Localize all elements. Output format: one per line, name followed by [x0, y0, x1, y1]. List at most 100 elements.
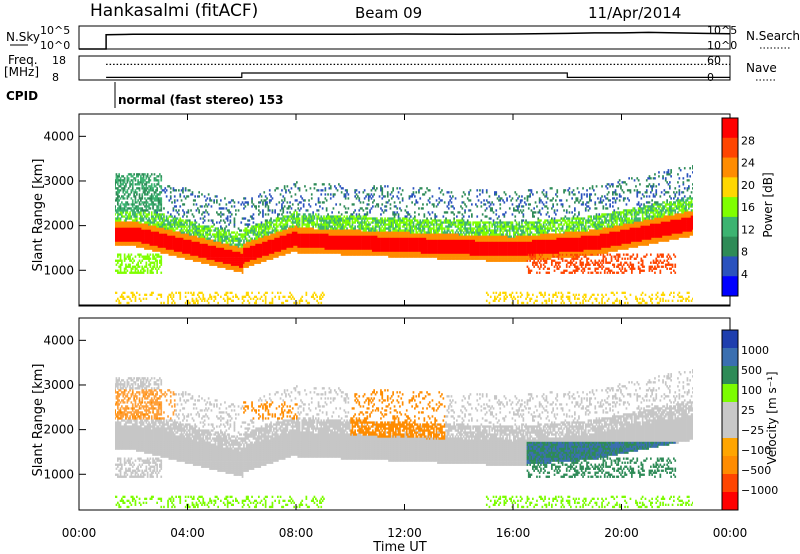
- power-cell: [164, 225, 167, 228]
- power-cell: [180, 255, 183, 258]
- power-cell: [125, 217, 127, 220]
- power-cell: [335, 187, 337, 190]
- power-cell: [145, 215, 148, 218]
- power-cell: [136, 183, 138, 186]
- power-cell: [264, 201, 267, 204]
- power-cell: [281, 203, 283, 206]
- power-cell: [235, 259, 237, 262]
- power-cell: [243, 217, 245, 220]
- power-cell: [266, 203, 268, 206]
- power-cell: [205, 243, 207, 246]
- power-cell: [144, 221, 146, 224]
- power-cell: [306, 237, 309, 240]
- power-cell: [281, 227, 283, 230]
- power-cell: [156, 263, 158, 266]
- power-cell: [320, 251, 323, 254]
- power-cell: [144, 179, 146, 182]
- power-cell: [126, 239, 129, 242]
- power-cell: [233, 239, 236, 242]
- power-cell: [188, 249, 191, 252]
- power-cell: [119, 179, 122, 182]
- power-cell: [123, 219, 126, 222]
- power-cell: [301, 239, 304, 242]
- power-cell: [149, 185, 152, 188]
- power-cell: [113, 197, 115, 199]
- power-cell: [239, 265, 241, 268]
- power-cell: [118, 225, 120, 228]
- power-cell: [294, 233, 297, 236]
- power-cell: [361, 233, 363, 236]
- power-cell: [306, 223, 309, 226]
- power-cell: [157, 215, 160, 218]
- power-cell: [317, 201, 320, 204]
- power-cell: [260, 245, 263, 248]
- power-cell: [351, 231, 354, 234]
- power-cell: [263, 251, 266, 254]
- power-cell: [290, 247, 293, 250]
- power-cell: [190, 229, 192, 232]
- power-cell: [131, 201, 134, 204]
- power-cell: [324, 189, 327, 192]
- power-cell: [161, 243, 164, 246]
- power-cell: [108, 211, 110, 213]
- power-cell: [353, 231, 355, 234]
- power-cell: [160, 177, 163, 180]
- power-cell: [249, 253, 252, 256]
- power-cell: [150, 187, 153, 190]
- power-cell: [142, 185, 145, 188]
- power-cell: [203, 243, 206, 246]
- power-cell: [365, 245, 367, 248]
- power-cell: [169, 295, 172, 298]
- power-cell: [146, 191, 149, 194]
- power-cell: [213, 253, 215, 256]
- power-cell: [255, 241, 257, 244]
- power-cell: [125, 185, 127, 188]
- power-cell: [258, 257, 260, 260]
- power-cell: [376, 247, 378, 250]
- power-cell: [348, 251, 351, 254]
- power-cell: [129, 255, 131, 258]
- power-cell: [224, 253, 226, 256]
- power-cell: [152, 271, 154, 274]
- power-cell: [183, 253, 186, 256]
- power-cell: [141, 223, 144, 226]
- power-cell: [201, 213, 203, 216]
- power-cell: [308, 227, 310, 230]
- power-cell: [287, 239, 290, 242]
- power-cell: [136, 241, 138, 244]
- power-cell: [359, 223, 362, 226]
- power-cell: [331, 225, 333, 228]
- power-cell: [142, 219, 145, 222]
- power-cell: [210, 259, 213, 262]
- power-cell: [228, 259, 230, 262]
- power-cell: [372, 235, 374, 238]
- power-cell: [321, 249, 324, 252]
- power-cell: [300, 241, 302, 244]
- power-cell: [306, 241, 309, 244]
- power-cell: [241, 249, 244, 252]
- power-cell: [244, 247, 247, 250]
- power-cell: [133, 211, 135, 214]
- power-cell: [184, 189, 187, 192]
- power-cell: [233, 219, 236, 222]
- power-cell: [243, 241, 245, 244]
- power-cell: [178, 221, 180, 224]
- power-cell: [179, 205, 182, 208]
- power-cell: [133, 219, 135, 222]
- power-cell: [125, 243, 127, 246]
- power-cell: [243, 251, 245, 254]
- power-cell: [126, 265, 129, 268]
- power-cell: [148, 211, 150, 214]
- power-cell: [335, 247, 337, 250]
- power-cell: [191, 239, 194, 242]
- power-cell: [285, 237, 287, 240]
- power-cell: [225, 291, 228, 294]
- power-cell: [142, 223, 145, 226]
- power-cell: [376, 235, 378, 238]
- power-cell: [119, 271, 122, 274]
- power-cell: [291, 219, 294, 222]
- power-cell: [184, 237, 187, 240]
- power-cell: [197, 233, 199, 236]
- power-cell: [271, 229, 274, 232]
